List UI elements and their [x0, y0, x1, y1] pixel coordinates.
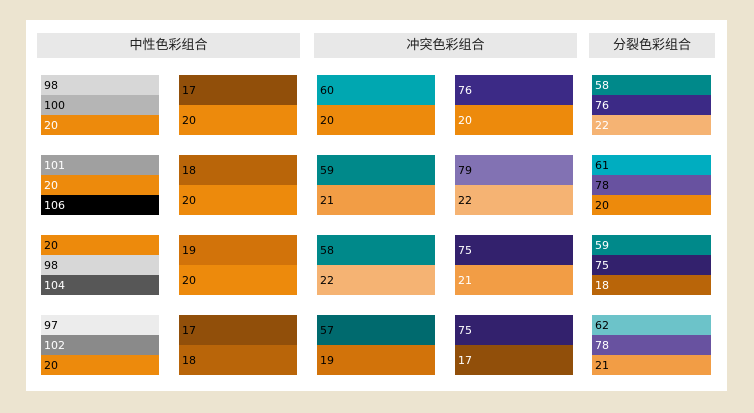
color-segment: 57 — [317, 315, 435, 345]
color-segment: 17 — [179, 315, 297, 345]
swatch: 75 17 — [455, 315, 573, 375]
color-segment: 20 — [179, 265, 297, 295]
color-segment: 98 — [41, 255, 159, 275]
color-segment: 21 — [317, 185, 435, 215]
color-segment: 97 — [41, 315, 159, 335]
color-segment: 19 — [317, 345, 435, 375]
color-segment: 20 — [41, 235, 159, 255]
color-segment: 18 — [592, 275, 711, 295]
color-segment: 20 — [455, 105, 573, 135]
swatch: 20 98 104 — [41, 235, 159, 295]
swatch: 60 20 — [317, 75, 435, 135]
color-segment: 22 — [455, 185, 573, 215]
swatch: 17 20 — [179, 75, 297, 135]
swatch: 19 20 — [179, 235, 297, 295]
swatch: 17 18 — [179, 315, 297, 375]
color-segment: 22 — [592, 115, 711, 135]
swatch: 61 78 20 — [592, 155, 711, 215]
color-segment: 62 — [592, 315, 711, 335]
color-segment: 20 — [41, 355, 159, 375]
swatch: 101 20 106 — [41, 155, 159, 215]
split-combination-header: 分裂色彩组合 — [589, 33, 715, 58]
neutral-combination-header: 中性色彩组合 — [37, 33, 300, 58]
swatch: 58 76 22 — [592, 75, 711, 135]
color-segment: 60 — [317, 75, 435, 105]
swatch: 58 22 — [317, 235, 435, 295]
color-combination-panel: 中性色彩组合 冲突色彩组合 分裂色彩组合 98 100 20 17 20 60 20 76 20… — [26, 20, 727, 391]
color-segment: 21 — [455, 265, 573, 295]
color-segment: 75 — [592, 255, 711, 275]
color-segment: 104 — [41, 275, 159, 295]
color-segment: 75 — [455, 315, 573, 345]
color-segment: 79 — [455, 155, 573, 185]
color-segment: 18 — [179, 345, 297, 375]
color-segment: 76 — [455, 75, 573, 105]
color-segment: 98 — [41, 75, 159, 95]
color-segment: 21 — [592, 355, 711, 375]
color-segment: 19 — [179, 235, 297, 265]
swatch: 57 19 — [317, 315, 435, 375]
color-segment: 78 — [592, 175, 711, 195]
swatch: 59 21 — [317, 155, 435, 215]
color-segment: 59 — [592, 235, 711, 255]
swatch: 62 78 21 — [592, 315, 711, 375]
color-segment: 59 — [317, 155, 435, 185]
color-segment: 58 — [592, 75, 711, 95]
color-segment: 78 — [592, 335, 711, 355]
color-segment: 17 — [179, 75, 297, 105]
color-segment: 20 — [41, 115, 159, 135]
color-segment: 17 — [455, 345, 573, 375]
color-segment: 18 — [179, 155, 297, 185]
color-segment: 58 — [317, 235, 435, 265]
swatch: 98 100 20 — [41, 75, 159, 135]
conflict-combination-header: 冲突色彩组合 — [314, 33, 577, 58]
color-segment: 100 — [41, 95, 159, 115]
color-segment: 102 — [41, 335, 159, 355]
color-segment: 61 — [592, 155, 711, 175]
color-segment: 76 — [592, 95, 711, 115]
color-segment: 20 — [317, 105, 435, 135]
color-segment: 75 — [455, 235, 573, 265]
color-segment: 106 — [41, 195, 159, 215]
color-segment: 20 — [592, 195, 711, 215]
color-segment: 20 — [179, 185, 297, 215]
swatch: 75 21 — [455, 235, 573, 295]
swatch: 76 20 — [455, 75, 573, 135]
swatch: 59 75 18 — [592, 235, 711, 295]
color-segment: 22 — [317, 265, 435, 295]
swatch: 97 102 20 — [41, 315, 159, 375]
swatch: 18 20 — [179, 155, 297, 215]
color-segment: 101 — [41, 155, 159, 175]
color-segment: 20 — [41, 175, 159, 195]
color-segment: 20 — [179, 105, 297, 135]
swatch: 79 22 — [455, 155, 573, 215]
